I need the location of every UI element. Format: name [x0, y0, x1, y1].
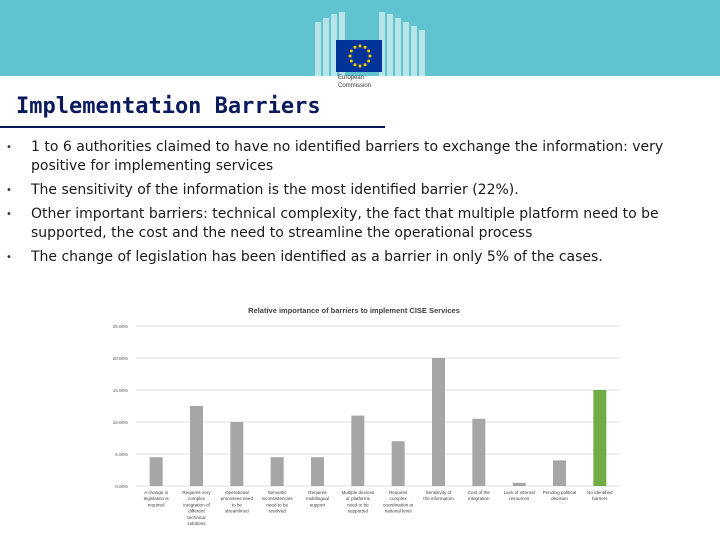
bullet-icon: • — [6, 252, 12, 263]
bullet-icon: • — [6, 185, 12, 196]
logo-text: European Commission — [338, 74, 371, 90]
bullet-text: 1 to 6 authorities claimed to have no id… — [31, 139, 664, 174]
y-tick-label: 15.00% — [113, 388, 128, 393]
bullet-icon: • — [6, 209, 12, 220]
y-tick-label: 5.00% — [115, 452, 128, 457]
bullet-item: • The change of legislation has been iden… — [0, 248, 715, 267]
bar — [472, 418, 486, 486]
bar — [512, 482, 526, 486]
bar — [553, 460, 566, 486]
logo-text-line: Commission — [338, 83, 372, 89]
x-tick-label: Pending political decision — [543, 490, 576, 501]
x-tick-label: Multiple devices or platforms need to be su… — [341, 490, 374, 514]
bar — [190, 406, 203, 486]
european-commission-logo — [312, 10, 384, 96]
bar — [230, 422, 244, 486]
x-tick-label: Semantic inconsistencies need to be resolve… — [262, 490, 294, 514]
bar — [391, 441, 405, 486]
y-tick-label: 20.00% — [113, 356, 128, 361]
bullet-text: The sensitivity of the information is th… — [31, 182, 519, 198]
bar-chart: Relative importance of barriers to imple… — [113, 306, 620, 526]
x-tick-label: Lack of internal resources — [504, 490, 535, 501]
bar — [351, 415, 365, 486]
title-underline — [0, 126, 385, 128]
bullet-list: • 1 to 6 authorities claimed to have no i… — [0, 138, 715, 272]
bullet-icon: • — [6, 142, 12, 153]
x-tick-label: A change in legislation is required — [144, 490, 170, 507]
bar — [432, 358, 445, 486]
bar — [270, 457, 284, 486]
y-tick-label: 10.00% — [113, 420, 128, 425]
eu-flag-icon — [336, 40, 384, 72]
bar — [311, 457, 324, 486]
bullet-text: Other important barriers: technical comp… — [31, 206, 659, 241]
bullet-text: The change of legislation has been ident… — [31, 249, 603, 265]
eu-flag-background — [336, 40, 384, 72]
x-tick-label: No identified barriers — [587, 490, 613, 501]
slide-title: Implementation Barriers — [16, 94, 321, 119]
x-tick-label: Requires very complex integration of differ… — [182, 490, 211, 526]
eu-stars — [348, 44, 372, 68]
y-tick-label: 0.00% — [115, 484, 128, 489]
logo-text-line: European — [338, 75, 365, 81]
x-tick-label: Requires complex coordination at national l… — [383, 490, 414, 514]
x-tick-label: Operational processes need to be streamline… — [221, 490, 254, 514]
y-tick-label: 25.00% — [113, 324, 128, 329]
bullet-item: • Other important barriers: technical com… — [0, 205, 715, 243]
bullet-item: • 1 to 6 authorities claimed to have no i… — [0, 138, 715, 176]
chart-title: Relative importance of barriers to imple… — [248, 306, 460, 315]
bar — [149, 457, 163, 486]
x-tick-label: Cost of the integration — [468, 490, 491, 501]
bullet-item: • The sensitivity of the information is t… — [0, 181, 715, 200]
x-tick-label: Sensitivity of the information — [423, 490, 454, 501]
bar — [593, 390, 607, 486]
x-tick-label: Requires multilingual support — [306, 490, 329, 507]
